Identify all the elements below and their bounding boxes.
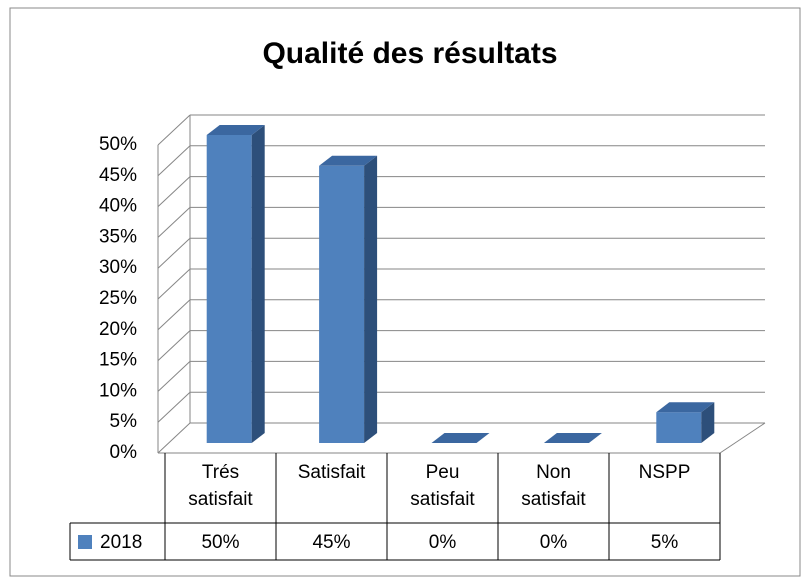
- y-tick-label: 15%: [99, 350, 137, 371]
- y-tick-label: 0%: [110, 442, 138, 463]
- grid-line: [157, 391, 191, 423]
- floor-edge: [719, 422, 766, 454]
- bar-top: [656, 402, 715, 413]
- chart-title: Qualité des résultats: [262, 37, 557, 70]
- y-tick-label: 45%: [99, 165, 137, 186]
- bar-top: [543, 433, 602, 443]
- value-label: 50%: [201, 532, 239, 553]
- grid-line: [157, 268, 191, 300]
- grid-line: [157, 361, 191, 392]
- category-label: Non satisfait: [521, 462, 586, 510]
- category-label: Peu satisfait: [410, 462, 475, 510]
- grid-line: [157, 299, 191, 331]
- category-label: Satisfait: [297, 462, 366, 483]
- bar-top: [206, 125, 265, 135]
- bar-front: [319, 165, 365, 444]
- bar-side: [364, 155, 378, 444]
- value-label: 5%: [651, 532, 679, 553]
- y-tick-label: 10%: [99, 380, 137, 401]
- bar-top: [319, 155, 378, 166]
- y-tick-label: 35%: [99, 226, 137, 247]
- grid-line: [157, 330, 191, 361]
- grid-line: [157, 114, 191, 146]
- value-label: 0%: [540, 532, 568, 553]
- y-tick-label: 30%: [99, 257, 137, 278]
- value-label: 0%: [429, 532, 457, 553]
- legend-label: 2018: [100, 532, 142, 553]
- grid-line: [157, 422, 191, 454]
- grid-line: [157, 207, 191, 238]
- bar-side: [251, 125, 265, 443]
- value-label: 45%: [312, 532, 350, 553]
- bar-side: [701, 402, 715, 443]
- category-label: Trés satisfait: [188, 462, 253, 510]
- category-label: NSPP: [638, 462, 691, 483]
- legend-key: [78, 535, 92, 549]
- grid-line: [157, 145, 191, 177]
- y-tick-label: 20%: [99, 319, 137, 340]
- y-tick-label: 5%: [110, 411, 138, 432]
- grid-line: [157, 176, 191, 207]
- y-tick-label: 25%: [99, 288, 137, 309]
- bar-front: [206, 135, 252, 443]
- chart-border: [9, 7, 801, 577]
- bar: [319, 155, 378, 444]
- y-tick-label: 50%: [99, 134, 137, 155]
- bar: [543, 433, 602, 443]
- bar-top: [431, 433, 490, 443]
- bar: [656, 402, 715, 443]
- y-tick-label: 40%: [99, 196, 137, 217]
- grid-line: [157, 237, 191, 269]
- bar-front: [656, 412, 702, 443]
- bar: [206, 125, 265, 443]
- bar: [431, 433, 490, 443]
